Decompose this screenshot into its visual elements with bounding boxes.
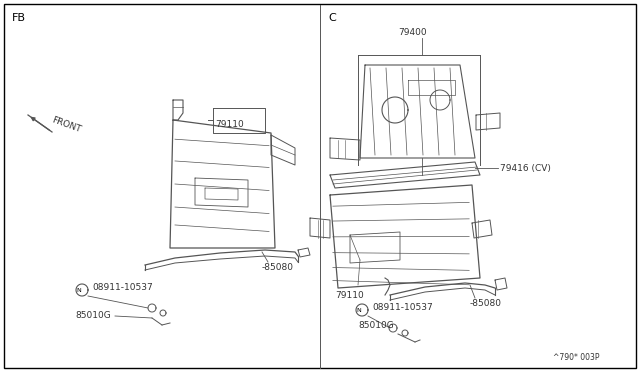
Text: N: N (77, 288, 81, 292)
Text: N: N (356, 308, 362, 312)
Text: 08911-10537: 08911-10537 (92, 282, 153, 292)
Text: -85080: -85080 (470, 299, 502, 308)
Text: 08911-10537: 08911-10537 (372, 302, 433, 311)
Text: 79110: 79110 (215, 119, 244, 128)
Text: 79400: 79400 (398, 28, 427, 36)
Text: 79110: 79110 (335, 291, 364, 299)
Text: 79416 (CV): 79416 (CV) (500, 164, 551, 173)
Text: -85080: -85080 (262, 263, 294, 273)
Text: FRONT: FRONT (50, 116, 82, 134)
Text: ^790* 003P: ^790* 003P (554, 353, 600, 362)
Text: 85010G: 85010G (75, 311, 111, 320)
Text: FB: FB (12, 13, 26, 23)
Text: 85010G: 85010G (358, 321, 394, 330)
Text: C: C (328, 13, 336, 23)
